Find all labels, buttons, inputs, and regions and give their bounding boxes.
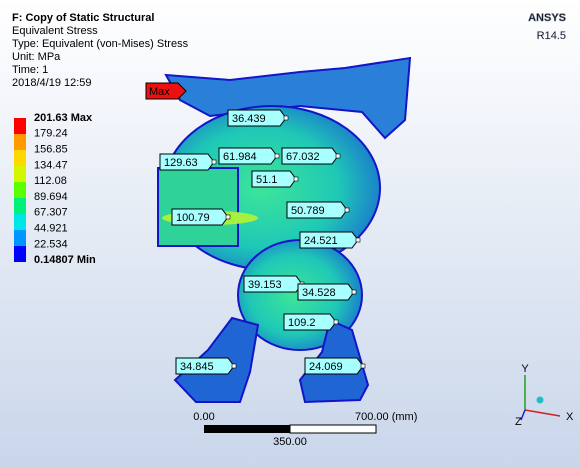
- probe-point: [293, 176, 299, 182]
- legend-band: [14, 118, 26, 134]
- legend-band: [14, 166, 26, 182]
- triad: [520, 375, 561, 421]
- probe-label: 51.1: [256, 174, 277, 186]
- max-tag: Max: [149, 86, 170, 98]
- legend-label: 67.307: [34, 207, 68, 219]
- scale-bar-dark: [204, 425, 290, 433]
- legend-band: [14, 134, 26, 150]
- probe: 109.2: [283, 313, 339, 331]
- top-flange: [164, 56, 412, 140]
- legend-label: 44.921: [34, 223, 68, 235]
- legend-label: 112.08: [34, 175, 67, 187]
- scale-end: 700.00 (mm): [355, 411, 417, 423]
- probe-point: [335, 153, 341, 159]
- triad-z: Z: [515, 416, 522, 428]
- probe-point: [333, 319, 339, 325]
- probe-label: 100.79: [176, 212, 210, 224]
- max-tag-box: [145, 82, 187, 100]
- legend-band: [14, 230, 26, 246]
- probe-box: [218, 147, 278, 165]
- probe-label: 50.789: [291, 205, 325, 217]
- triad-ball: [536, 396, 544, 404]
- legend-label: 156.85: [34, 144, 68, 156]
- probe-point: [351, 289, 357, 295]
- probe-label: 109.2: [288, 317, 316, 329]
- probe: 24.521: [299, 231, 361, 249]
- probe: 36.439: [227, 109, 289, 127]
- probe-box: [159, 153, 215, 171]
- scale-bar-light: [289, 424, 377, 434]
- probe-point: [231, 363, 237, 369]
- legend-band: [14, 214, 26, 230]
- scale-mid: 350.00: [273, 436, 307, 448]
- probe-label: 24.521: [304, 235, 338, 247]
- logo-brand: ANSYS: [528, 12, 566, 24]
- probe-point: [211, 159, 217, 165]
- probe-label: 61.984: [223, 151, 257, 163]
- probe: 61.984: [218, 147, 280, 165]
- header-title: F: Copy of Static Structural: [12, 12, 154, 24]
- probe-box: [175, 357, 235, 375]
- probe: 50.789: [286, 201, 350, 219]
- legend-band: [14, 198, 26, 214]
- probe-box: [283, 313, 337, 331]
- header-line: Unit: MPa: [12, 51, 61, 63]
- left-boss: [157, 167, 239, 247]
- probe: 34.528: [297, 283, 357, 301]
- probe-box: [171, 208, 229, 226]
- legend-label: 22.534: [34, 238, 68, 250]
- triad-z-axis: [520, 409, 526, 421]
- triad-x-axis: [524, 409, 561, 417]
- probe: 129.63: [159, 153, 217, 171]
- legend-label: 89.694: [34, 191, 68, 203]
- probe-box: [286, 201, 348, 219]
- probe: 67.032: [281, 147, 341, 165]
- legend-label: 134.47: [34, 159, 68, 171]
- probe-box: [299, 231, 359, 249]
- scale-start: 0.00: [193, 411, 214, 423]
- probe-label: 34.528: [302, 287, 336, 299]
- legend-band: [14, 246, 26, 262]
- probe-box: [304, 357, 364, 375]
- probe: 100.79: [171, 208, 231, 226]
- probe: 51.1: [251, 170, 299, 188]
- legend-label: 201.63 Max: [34, 112, 93, 124]
- header-line: Type: Equivalent (von-Mises) Stress: [12, 38, 189, 50]
- logo-version: R14.5: [537, 30, 566, 42]
- probe-box: [297, 283, 355, 301]
- legend-band: [14, 150, 26, 166]
- probe-label: 67.032: [286, 151, 320, 163]
- probe-point: [360, 363, 366, 369]
- probe-label: 129.63: [164, 157, 198, 169]
- probe-point: [274, 153, 280, 159]
- probe: 34.845: [175, 357, 237, 375]
- header-line: Equivalent Stress: [12, 25, 98, 37]
- triad-x: X: [566, 411, 574, 423]
- probe-label: 36.439: [232, 113, 266, 125]
- legend-band: [14, 182, 26, 198]
- triad-y: Y: [521, 363, 529, 375]
- probe: 39.153: [243, 275, 305, 293]
- probe-point: [225, 214, 231, 220]
- header-line: 2018/4/19 12:59: [12, 77, 92, 89]
- probe-point: [283, 115, 289, 121]
- probe-box: [281, 147, 339, 165]
- legend-label: 0.14807 Min: [34, 254, 96, 266]
- probe-label: 34.845: [180, 361, 214, 373]
- header-line: Time: 1: [12, 64, 48, 76]
- probe-point: [344, 207, 350, 213]
- probe-label: 24.069: [309, 361, 343, 373]
- probe: 24.069: [304, 357, 366, 375]
- probe-box: [251, 170, 297, 188]
- legend-bands: [14, 118, 26, 262]
- probe-label: 39.153: [248, 279, 282, 291]
- probe-point: [355, 237, 361, 243]
- probe-box: [227, 109, 287, 127]
- legend-label: 179.24: [34, 128, 68, 140]
